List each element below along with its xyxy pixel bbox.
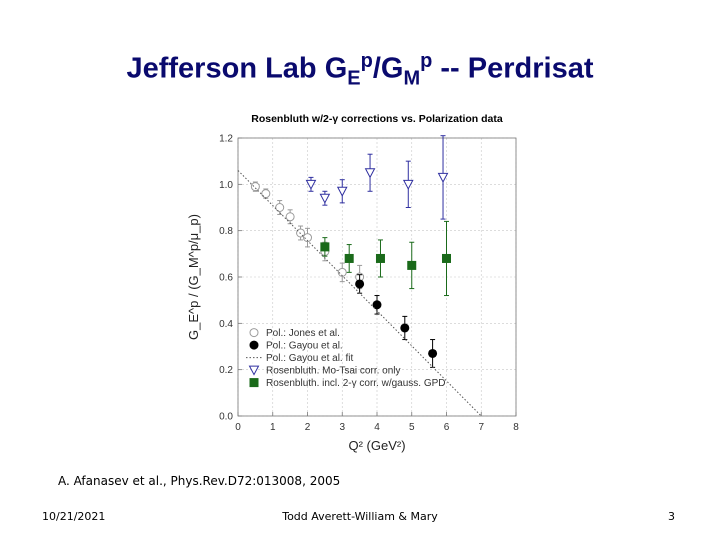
legend-marker: [248, 365, 260, 376]
x-tick-label: 2: [305, 422, 311, 433]
data-point: [320, 242, 330, 252]
data-point: [336, 186, 348, 197]
data-point: [285, 212, 295, 222]
x-tick-label: 8: [513, 422, 519, 433]
data-point: [400, 323, 410, 333]
y-tick-label: 0.6: [219, 273, 233, 284]
x-axis-label: Q² (GeV²): [348, 438, 405, 453]
legend-label: Pol.: Gayou et al.: [266, 341, 343, 352]
data-point: [337, 267, 347, 277]
legend-marker: [249, 340, 259, 350]
chart: Rosenbluth w/2-γ corrections vs. Polariz…: [178, 102, 530, 462]
data-point: [319, 193, 331, 204]
page-number: 3: [668, 510, 675, 523]
x-tick-label: 0: [235, 422, 241, 433]
footer-date: 10/21/2021: [42, 510, 106, 523]
y-tick-label: 1.0: [219, 180, 233, 191]
data-point: [428, 348, 438, 358]
data-point: [305, 179, 317, 190]
data-point: [303, 233, 312, 243]
fit-line: [237, 170, 482, 417]
data-point: [261, 189, 271, 199]
data-point: [344, 253, 354, 263]
x-tick-label: 4: [374, 422, 380, 433]
data-point: [442, 253, 451, 263]
footer-presenter: Todd Averett-William & Mary: [282, 510, 438, 523]
y-axis-label: G_E^p / (G_M^p/μ_p): [186, 214, 201, 340]
legend-label: Rosenbluth. incl. 2-γ corr. w/gauss. GPD: [266, 378, 446, 389]
x-tick-label: 7: [478, 422, 484, 433]
chart-svg: Rosenbluth w/2-γ corrections vs. Polariz…: [186, 113, 519, 453]
legend-marker: [249, 328, 259, 338]
citation: A. Afanasev et al., Phys.Rev.D72:013008,…: [58, 474, 341, 488]
x-tick-label: 3: [339, 422, 345, 433]
legend-label: Pol.: Jones et al.: [266, 328, 340, 339]
data-point: [437, 172, 449, 183]
x-tick-label: 6: [444, 422, 450, 433]
y-tick-label: 0.2: [219, 365, 233, 376]
data-point: [275, 203, 285, 212]
y-tick-label: 0.0: [219, 412, 233, 423]
x-tick-label: 1: [270, 422, 276, 433]
legend-marker: [249, 378, 259, 388]
data-point: [402, 179, 414, 190]
y-tick-label: 1.2: [219, 134, 233, 145]
data-point: [250, 182, 260, 192]
data-point: [364, 168, 376, 179]
legend-label: Rosenbluth. Mo-Tsai corr. only: [266, 366, 401, 377]
y-tick-label: 0.8: [219, 226, 233, 237]
data-point: [375, 253, 385, 263]
data-point: [407, 260, 417, 270]
x-tick-label: 5: [409, 422, 415, 433]
slide-title: Jefferson Lab GEp/GMp -- Perdrisat: [126, 50, 594, 90]
data-point: [355, 279, 365, 289]
y-tick-label: 0.4: [219, 319, 233, 330]
chart-title: Rosenbluth w/2-γ corrections vs. Polariz…: [251, 113, 503, 125]
legend-label: Pol.: Gayou et al. fit: [266, 353, 353, 364]
data-point: [372, 300, 382, 310]
